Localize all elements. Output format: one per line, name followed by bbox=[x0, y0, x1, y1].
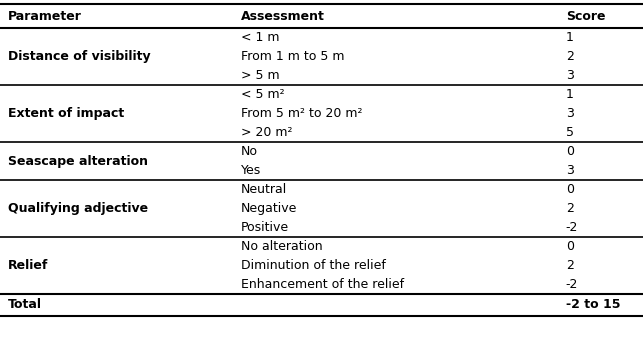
Text: > 20 m²: > 20 m² bbox=[241, 126, 293, 139]
Text: 0: 0 bbox=[566, 145, 574, 158]
Text: 3: 3 bbox=[566, 107, 574, 120]
Text: 0: 0 bbox=[566, 240, 574, 253]
Text: Seascape alteration: Seascape alteration bbox=[8, 155, 148, 168]
Text: 3: 3 bbox=[566, 164, 574, 177]
Text: Neutral: Neutral bbox=[241, 183, 287, 196]
Text: From 1 m to 5 m: From 1 m to 5 m bbox=[241, 50, 345, 63]
Text: Score: Score bbox=[566, 10, 605, 22]
Text: Yes: Yes bbox=[241, 164, 261, 177]
Text: 1: 1 bbox=[566, 31, 574, 44]
Text: Relief: Relief bbox=[8, 259, 48, 272]
Text: Parameter: Parameter bbox=[8, 10, 82, 22]
Text: -2: -2 bbox=[566, 221, 578, 234]
Text: -2 to 15: -2 to 15 bbox=[566, 298, 620, 312]
Text: 5: 5 bbox=[566, 126, 574, 139]
Text: < 1 m: < 1 m bbox=[241, 31, 280, 44]
Text: No alteration: No alteration bbox=[241, 240, 323, 253]
Text: Extent of impact: Extent of impact bbox=[8, 107, 124, 120]
Text: 3: 3 bbox=[566, 69, 574, 82]
Text: Total: Total bbox=[8, 298, 42, 312]
Text: 2: 2 bbox=[566, 202, 574, 215]
Text: No: No bbox=[241, 145, 258, 158]
Text: < 5 m²: < 5 m² bbox=[241, 88, 285, 101]
Text: 2: 2 bbox=[566, 50, 574, 63]
Text: 0: 0 bbox=[566, 183, 574, 196]
Text: Negative: Negative bbox=[241, 202, 298, 215]
Text: 2: 2 bbox=[566, 259, 574, 272]
Text: 1: 1 bbox=[566, 88, 574, 101]
Text: Diminution of the relief: Diminution of the relief bbox=[241, 259, 386, 272]
Text: Positive: Positive bbox=[241, 221, 289, 234]
Text: Distance of visibility: Distance of visibility bbox=[8, 50, 150, 63]
Text: Assessment: Assessment bbox=[241, 10, 325, 22]
Text: From 5 m² to 20 m²: From 5 m² to 20 m² bbox=[241, 107, 363, 120]
Text: Qualifying adjective: Qualifying adjective bbox=[8, 202, 148, 215]
Text: Enhancement of the relief: Enhancement of the relief bbox=[241, 278, 404, 291]
Text: -2: -2 bbox=[566, 278, 578, 291]
Text: > 5 m: > 5 m bbox=[241, 69, 280, 82]
